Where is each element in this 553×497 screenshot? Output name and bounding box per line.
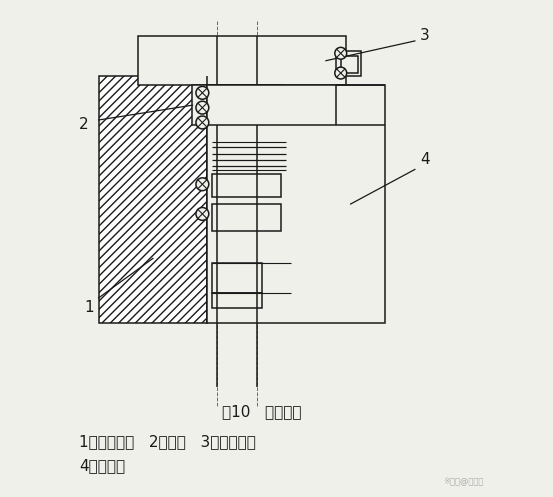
Text: ※柔号@投智知: ※柔号@投智知: [444, 476, 484, 485]
Circle shape: [196, 101, 209, 114]
Text: 1: 1: [84, 300, 93, 315]
Bar: [341, 56, 358, 73]
Text: 4、固定体: 4、固定体: [79, 458, 125, 474]
Bar: [212, 174, 281, 197]
Text: 4: 4: [420, 152, 430, 167]
Bar: [138, 36, 346, 85]
Bar: [98, 76, 207, 323]
Bar: [212, 204, 281, 231]
Bar: [212, 293, 262, 308]
Bar: [212, 263, 262, 293]
Text: 图10   防震工具: 图10 防震工具: [222, 404, 301, 419]
Bar: [192, 85, 281, 125]
Circle shape: [335, 67, 347, 79]
Text: 3: 3: [420, 28, 430, 43]
Bar: [336, 95, 361, 115]
Circle shape: [196, 207, 209, 220]
Circle shape: [196, 116, 209, 129]
Circle shape: [196, 86, 209, 99]
Text: 1、调整螺栓   2、弹簧   3、防震支撑: 1、调整螺栓 2、弹簧 3、防震支撑: [79, 434, 255, 449]
Bar: [207, 85, 385, 323]
Text: 2: 2: [79, 117, 88, 132]
Bar: [336, 51, 361, 76]
Circle shape: [196, 178, 209, 191]
Circle shape: [335, 47, 347, 59]
